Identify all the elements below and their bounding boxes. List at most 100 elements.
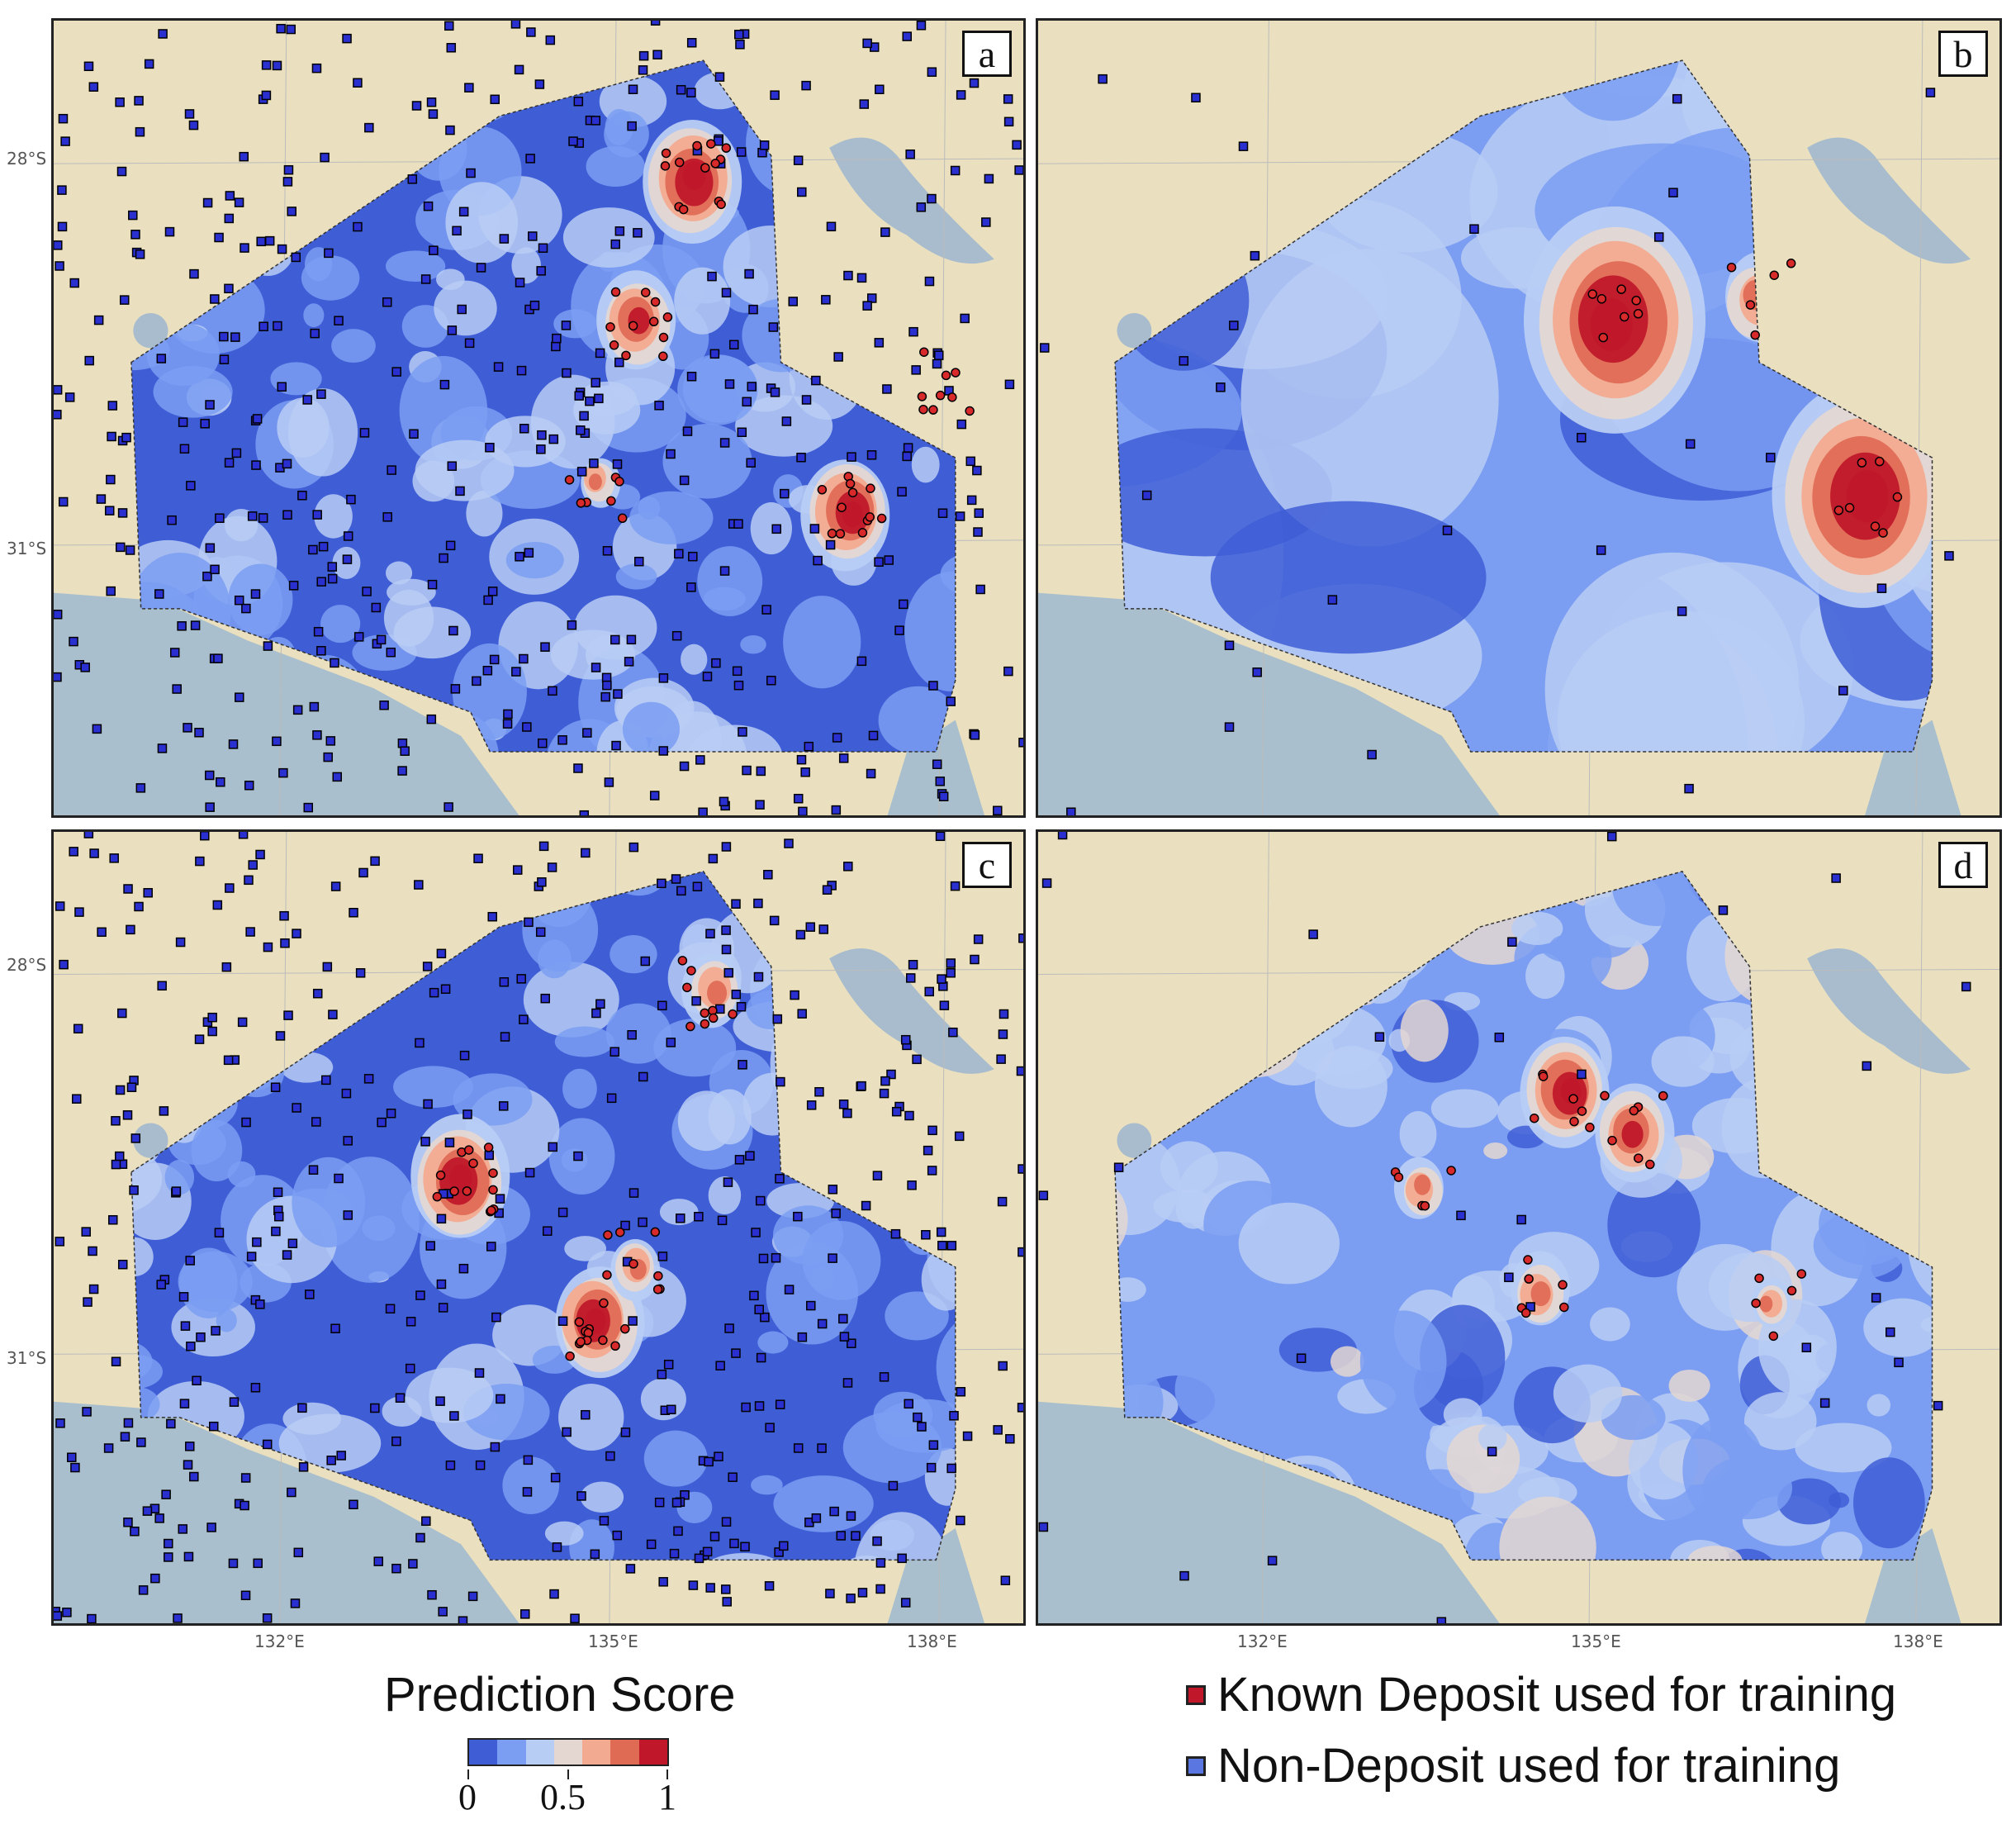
non-deposit-marker [237,1017,248,1028]
non-deposit-marker [875,1558,886,1568]
non-deposit-marker [793,1211,803,1222]
non-deposit-marker [561,321,572,330]
non-deposit-marker [715,1361,725,1370]
non-deposit-marker [927,67,937,77]
known-deposit-marker [686,966,696,976]
non-deposit-marker [1525,1302,1535,1312]
non-deposit-marker [610,1047,620,1057]
known-deposit-marker [628,321,638,331]
non-deposit-marker [311,63,322,74]
non-deposit-marker [666,449,676,459]
non-deposit-marker [438,1303,448,1313]
region-outline-b [1114,59,1933,753]
non-deposit-marker [283,1010,293,1020]
non-deposit-marker [224,283,234,294]
lake-eyre-a [829,137,994,264]
non-deposit-marker [888,1480,899,1491]
non-deposit-marker [93,315,104,325]
non-deposit-marker [189,1471,199,1482]
map-c [54,832,1023,1623]
non-deposit-marker [444,802,453,812]
non-deposit-marker [949,1411,959,1421]
non-deposit-marker [230,332,240,342]
non-deposit-marker [55,261,64,271]
non-deposit-marker [511,667,521,677]
non-deposit-marker [135,783,146,793]
non-deposit-marker [210,564,220,575]
non-deposit-marker [809,524,820,534]
non-deposit-marker [386,647,396,658]
non-deposit-marker [209,1421,219,1432]
non-deposit-marker [292,1103,301,1113]
non-deposit-marker [1216,382,1226,392]
non-deposit-marker [342,33,352,44]
lon-label-132-right: 132°E [1237,1632,1288,1651]
non-deposit-marker [721,842,732,852]
non-deposit-marker [628,1316,638,1326]
known-deposit-marker [574,1317,585,1328]
known-deposit-marker [677,956,688,966]
known-deposit-marker [602,1270,612,1280]
non-deposit-marker [686,582,696,592]
non-deposit-marker [303,802,314,813]
known-deposit-marker [463,1145,474,1155]
known-deposit-marker [827,529,837,539]
non-deposit-marker [472,676,481,686]
non-deposit-marker [240,243,249,253]
non-deposit-marker [387,465,396,475]
non-deposit-marker [440,984,451,995]
non-deposit-marker [190,620,201,630]
non-deposit-marker [702,672,713,682]
colorbar-step-3 [553,1740,583,1765]
non-deposit-marker [135,249,145,259]
non-deposit-marker [856,1081,866,1091]
non-deposit-marker [177,621,187,631]
non-deposit-marker [796,754,807,765]
non-deposit-marker [1871,1293,1881,1303]
non-deposit-marker [536,266,546,276]
non-deposit-marker [195,856,205,867]
non-deposit-marker [264,235,275,246]
non-deposit-marker [562,368,572,378]
non-deposit-marker [729,1538,739,1549]
non-deposit-marker [516,365,527,376]
non-deposit-marker [270,1082,281,1092]
known-deposit-marker [1620,311,1629,322]
non-deposit-marker [573,763,583,773]
non-deposit-marker [138,1585,149,1595]
non-deposit-marker [1191,93,1201,103]
lat-label-28-bottom: 28°S [7,955,47,975]
non-deposit-marker [993,1425,1003,1435]
non-deposit-marker [674,549,684,559]
non-deposit-marker [679,475,690,486]
non-deposit-marker [134,901,144,912]
known-deposit-marker [488,1185,498,1195]
known-deposit-marker [605,322,615,332]
non-deposit-marker [415,1532,425,1543]
non-deposit-marker [1141,490,1152,501]
non-deposit-marker [59,959,69,970]
non-deposit-marker [574,391,584,401]
colorbar-step-2 [525,1740,554,1765]
non-deposit-marker [519,1014,529,1024]
non-deposit-marker [744,268,754,279]
non-deposit-marker [946,1463,956,1474]
non-deposit-marker [353,78,363,88]
non-deposit-marker [817,1443,827,1453]
non-deposit-marker [814,1086,824,1097]
non-deposit-marker [382,512,392,522]
non-deposit-marker [548,686,557,696]
non-deposit-marker [323,752,333,762]
non-deposit-marker [721,925,731,935]
non-deposit-marker [111,1116,121,1126]
non-deposit-marker [363,1074,374,1084]
non-deposit-marker [1113,1162,1124,1172]
non-deposit-marker [444,21,454,31]
non-deposit-marker [828,1185,838,1195]
non-deposit-marker [998,1361,1008,1371]
panel-label-b: b [1938,31,1988,77]
non-deposit-marker [838,1313,848,1324]
non-deposit-marker [1038,1190,1049,1200]
non-deposit-marker [552,1542,562,1552]
known-deposit-marker [1634,1153,1644,1163]
